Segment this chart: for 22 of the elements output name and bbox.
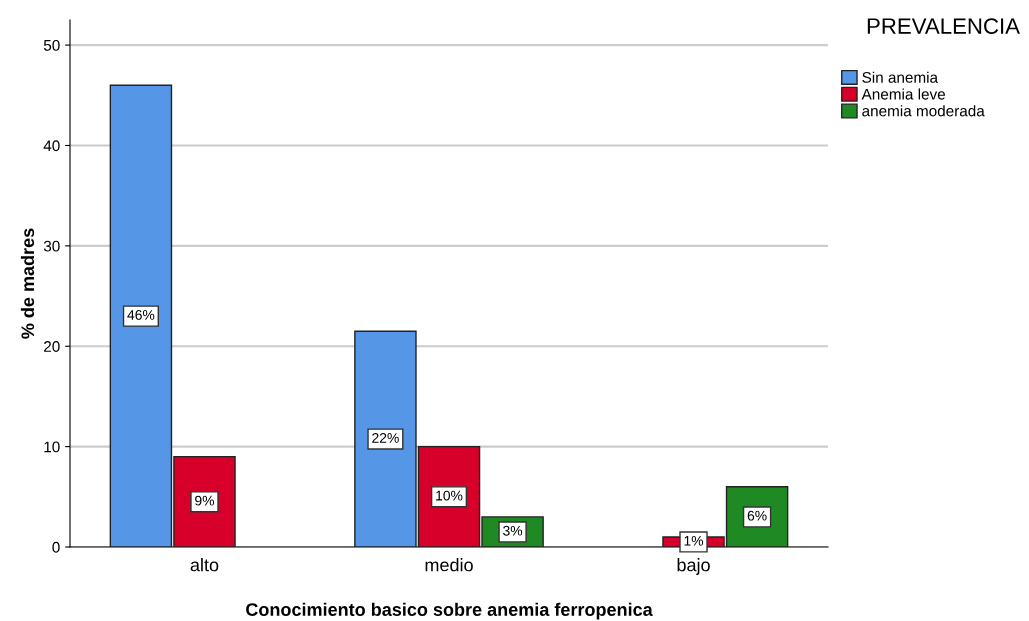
legend-title: PREVALENCIA — [867, 18, 1020, 34]
y-tick-label: 10 — [44, 441, 60, 453]
legend-label: anemia moderada — [862, 105, 985, 117]
x-tick-label: medio — [425, 558, 473, 572]
data-label: 22% — [372, 432, 399, 443]
data-label: 46% — [127, 310, 155, 320]
legend-label: Sin anemia — [862, 71, 939, 83]
data-label: 10% — [436, 490, 463, 501]
y-tick-label: 30 — [43, 240, 60, 252]
x-axis-title: Conocimiento basico sobre anemia ferropenica — [246, 602, 653, 620]
data-label: 1% — [684, 535, 704, 546]
y-tick-label: 0 — [52, 541, 60, 553]
y-tick-label: 40 — [43, 140, 60, 152]
legend-label: Anemia leve — [861, 88, 945, 100]
data-label: 9% — [195, 495, 215, 506]
y-tick-label: 50 — [43, 39, 60, 51]
data-label: 6% — [747, 510, 767, 521]
x-tick-label: alto — [190, 558, 219, 572]
y-axis-title: % de madres — [20, 228, 35, 339]
x-tick-label: bajo — [677, 558, 710, 575]
y-tick-label: 20 — [44, 341, 60, 352]
data-label: 3% — [503, 525, 523, 536]
